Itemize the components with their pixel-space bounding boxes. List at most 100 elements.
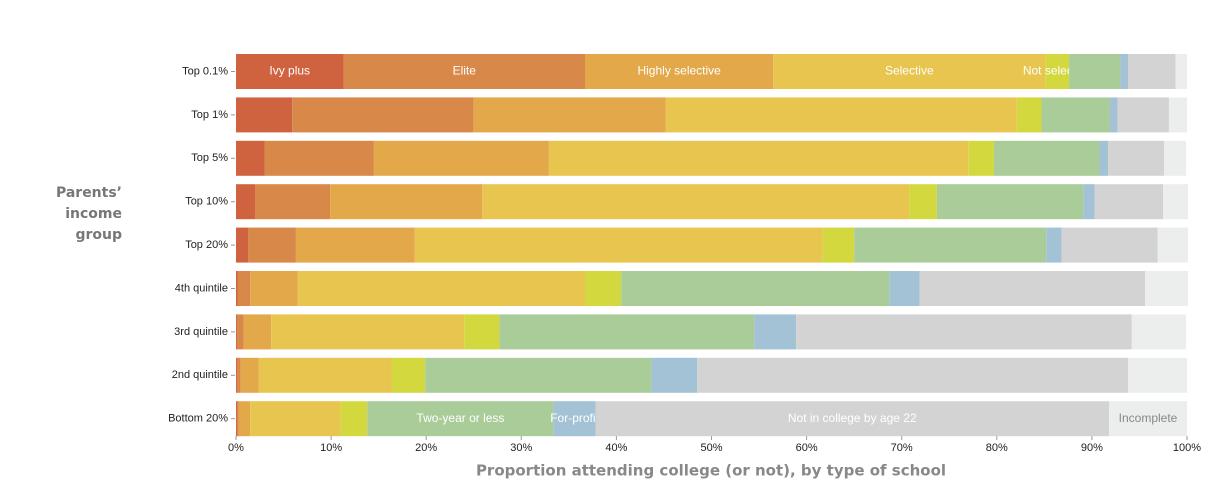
bar-segment [414,227,823,263]
bar-segment [248,227,296,263]
bar-segment [754,314,797,350]
bar-segment [236,357,237,393]
y-tick-label: Top 1% [191,109,228,121]
bar-segment [993,140,1100,176]
legend-label: Not in college by age 22 [788,411,917,425]
bar-segment [258,357,392,393]
bar-segment [1120,54,1129,89]
bar-segment [237,271,251,306]
bar-segment [595,401,1110,437]
bar-segment [391,357,426,393]
x-tick-label: 80% [986,442,1008,454]
bar-segment [297,271,586,306]
x-tick-label: 20% [415,442,437,454]
bar-segment [968,140,994,176]
legend-label: For-profit [550,411,599,425]
bar-segment [499,314,755,350]
bar-segment [1164,140,1187,176]
bar-segment [1083,184,1095,220]
bar-segment [553,401,596,437]
bar-segment [1069,54,1121,89]
x-tick-label: 10% [320,442,342,454]
bar-segment [243,314,272,350]
legend-label: Selective [885,64,934,78]
bar-segment [255,184,331,220]
bar-segment [585,271,622,306]
bar-segment [1128,357,1187,393]
bar-segment [236,184,256,220]
bar-segment [343,54,586,89]
x-tick-label: 50% [700,442,722,454]
y-tick-label: Top 20% [185,239,228,251]
bar-segment [236,271,238,306]
x-tick-label: 30% [510,442,532,454]
y-tick-label: Bottom 20% [168,413,228,425]
bar-segment [236,401,237,437]
bar-segment [1163,184,1188,220]
bar-segment [919,271,1146,306]
bar-segment [1016,97,1042,133]
y-tick-label: 3rd quintile [174,326,228,338]
bar-segment [1109,97,1118,133]
bar-segment [665,97,1017,133]
x-tick-label: 100% [1173,442,1201,454]
x-tick-label: 90% [1081,442,1103,454]
bar-segment [236,401,239,437]
bar-segment [330,184,483,220]
bar-segment [425,357,652,393]
x-axis-title: Proportion attending college (or not), b… [476,462,946,480]
bar-segment [1145,271,1188,306]
bar-segment [292,97,474,133]
bar-segment [773,54,1046,89]
bar-segment [264,140,374,176]
y-tick-label: Top 0.1% [182,65,228,77]
legend-label: Two-year or less [416,411,504,425]
bar-segment [236,97,293,133]
bar-segment [236,227,249,263]
bar-segment [295,227,415,263]
bar-segment [1131,314,1187,350]
legend-label: Highly selective [637,64,721,78]
y-tick-label: 4th quintile [175,282,228,294]
bar-segment [236,54,344,89]
bar-segment [367,401,554,437]
bar-segment [1041,97,1110,133]
x-tick-label: 40% [605,442,627,454]
bar-segment [240,357,259,393]
bar-segment [482,184,910,220]
bar-segment [1108,140,1165,176]
bar-segment [236,357,241,393]
x-tick-label: 70% [891,442,913,454]
bar-segment [909,184,937,220]
bar-segment [250,401,341,437]
bar-segment [1046,227,1062,263]
bar-segment [464,314,500,350]
bar-segment [621,271,890,306]
bar-segment [236,314,237,350]
bar-segment [854,227,1047,263]
bar-segment [651,357,698,393]
bar-segment [236,314,244,350]
y-tick-label: 2nd quintile [172,369,228,381]
y-tick-label: Top 10% [185,196,228,208]
legend-label: Elite [453,64,477,78]
y-tick-label: Top 5% [191,152,228,164]
bar-segment [1128,54,1176,89]
bar-segment [1045,54,1070,89]
bar-segment [236,140,265,176]
bar-segment [1109,401,1187,437]
bar-segment [473,97,666,133]
bar-segment [1157,227,1188,263]
bar-segment [1117,97,1169,133]
bar-segment [889,271,920,306]
legend-label: Incomplete [1119,411,1178,425]
y-axis-title: Parents’ income group [55,185,122,243]
bar-segment [585,54,774,89]
bar-segment [1094,184,1164,220]
bar-segment [796,314,1132,350]
bar-segment [373,140,549,176]
bar-segment [250,271,298,306]
legend-label: Ivy plus [269,64,310,78]
